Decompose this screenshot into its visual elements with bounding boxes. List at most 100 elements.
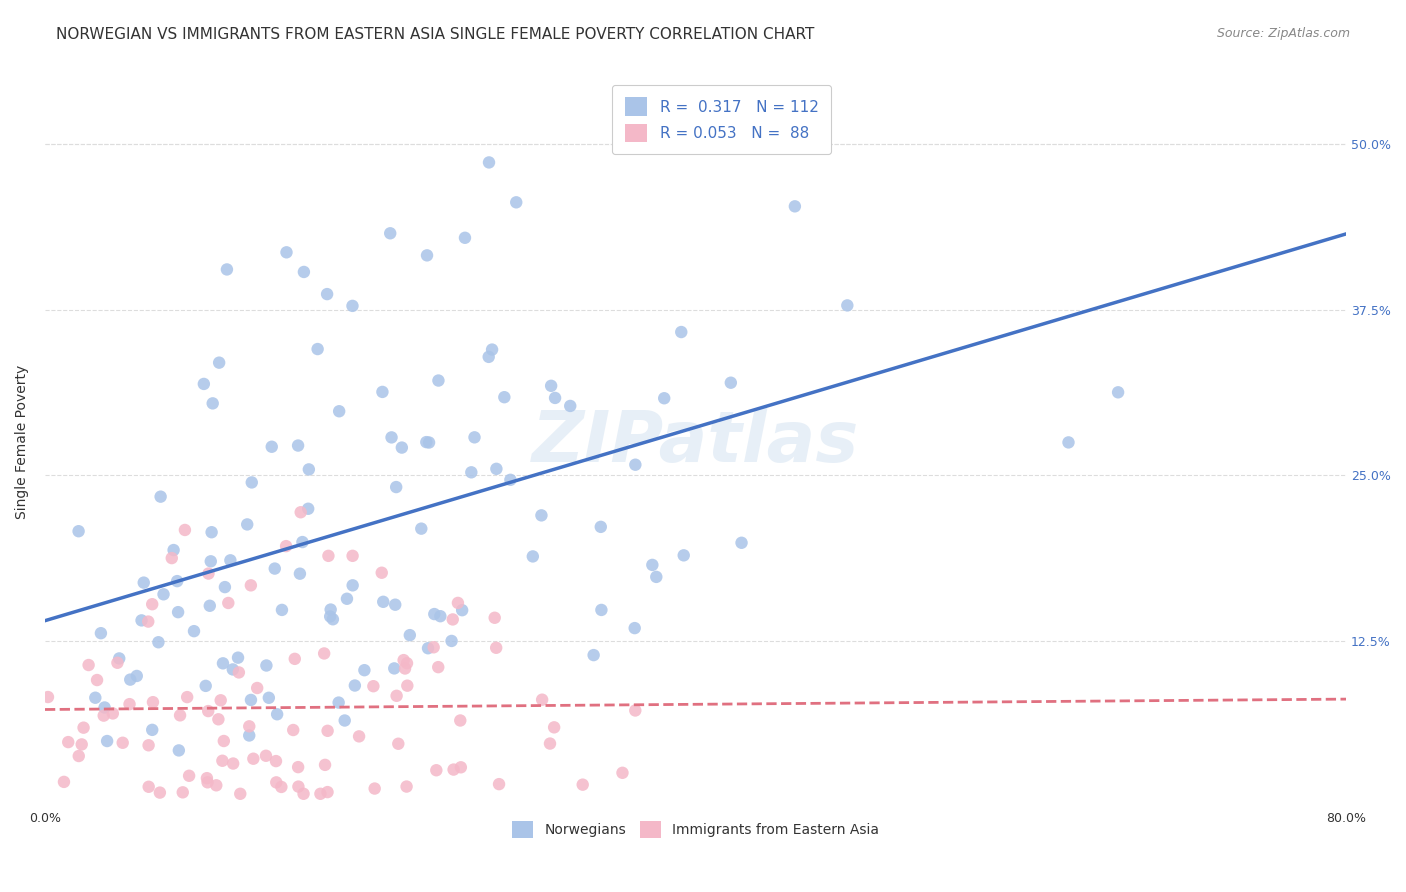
Point — [67, 749, 90, 764]
Point — [222, 756, 245, 771]
Point — [167, 605, 190, 619]
Point — [162, 543, 184, 558]
Point — [671, 325, 693, 339]
Point — [195, 771, 218, 785]
Point — [257, 690, 280, 705]
Point — [287, 780, 309, 794]
Point — [240, 475, 263, 490]
Point — [77, 658, 100, 673]
Point — [254, 748, 277, 763]
Point — [270, 780, 292, 794]
Point — [120, 673, 142, 687]
Point — [246, 681, 269, 695]
Point — [494, 390, 516, 404]
Point — [488, 777, 510, 791]
Point — [328, 404, 350, 418]
Point — [37, 690, 59, 704]
Point — [1057, 435, 1080, 450]
Point — [319, 602, 342, 616]
Point — [214, 580, 236, 594]
Point — [423, 607, 446, 621]
Point — [160, 551, 183, 566]
Point — [385, 689, 408, 703]
Point — [314, 647, 336, 661]
Point — [427, 660, 450, 674]
Point — [176, 690, 198, 705]
Point — [263, 561, 285, 575]
Point — [111, 736, 134, 750]
Point — [392, 653, 415, 667]
Point — [93, 708, 115, 723]
Point — [363, 679, 385, 693]
Point — [288, 566, 311, 581]
Point — [485, 462, 508, 476]
Point — [138, 739, 160, 753]
Point — [316, 785, 339, 799]
Point — [645, 570, 668, 584]
Point — [416, 641, 439, 656]
Point — [380, 430, 402, 444]
Point — [478, 155, 501, 169]
Point — [67, 524, 90, 539]
Point — [228, 665, 250, 680]
Point — [198, 599, 221, 613]
Point — [93, 700, 115, 714]
Point — [612, 765, 634, 780]
Point — [395, 657, 418, 671]
Point — [86, 673, 108, 687]
Point — [169, 708, 191, 723]
Point — [530, 508, 553, 523]
Point — [238, 719, 260, 733]
Point — [70, 738, 93, 752]
Point — [149, 490, 172, 504]
Y-axis label: Single Female Poverty: Single Female Poverty — [15, 365, 30, 519]
Point — [183, 624, 205, 639]
Point — [589, 520, 612, 534]
Point — [167, 743, 190, 757]
Point — [783, 199, 806, 213]
Point — [219, 553, 242, 567]
Point — [314, 757, 336, 772]
Point — [197, 566, 219, 581]
Point — [194, 679, 217, 693]
Point — [380, 227, 402, 241]
Point — [212, 734, 235, 748]
Point — [429, 609, 451, 624]
Point — [336, 591, 359, 606]
Text: Source: ZipAtlas.com: Source: ZipAtlas.com — [1216, 27, 1350, 40]
Point — [322, 612, 344, 626]
Point — [209, 693, 232, 707]
Point — [319, 609, 342, 624]
Point — [328, 696, 350, 710]
Point — [131, 613, 153, 627]
Point — [463, 430, 485, 444]
Point — [309, 787, 332, 801]
Point — [152, 587, 174, 601]
Point — [197, 775, 219, 789]
Point — [291, 535, 314, 549]
Point — [260, 440, 283, 454]
Point — [447, 596, 470, 610]
Point — [652, 391, 675, 405]
Point — [543, 720, 565, 734]
Point — [316, 287, 339, 301]
Point — [298, 462, 321, 476]
Point — [415, 435, 437, 450]
Point — [571, 778, 593, 792]
Point — [193, 376, 215, 391]
Point — [560, 399, 582, 413]
Point — [236, 517, 259, 532]
Point — [307, 342, 329, 356]
Point — [499, 473, 522, 487]
Point — [222, 662, 245, 676]
Point — [107, 656, 129, 670]
Point — [201, 525, 224, 540]
Point — [343, 679, 366, 693]
Point — [207, 712, 229, 726]
Point — [484, 611, 506, 625]
Point — [450, 760, 472, 774]
Point — [425, 763, 447, 777]
Point — [239, 578, 262, 592]
Point — [201, 396, 224, 410]
Point — [197, 704, 219, 718]
